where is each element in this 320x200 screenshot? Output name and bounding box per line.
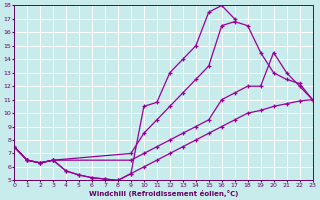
X-axis label: Windchill (Refroidissement éolien,°C): Windchill (Refroidissement éolien,°C)	[89, 190, 238, 197]
